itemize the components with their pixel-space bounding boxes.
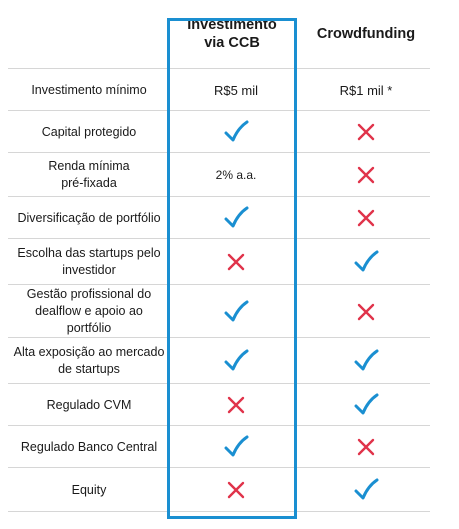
cell-crowdfunding [302, 197, 430, 239]
row-label: Equity [71, 482, 107, 497]
table-row: Escolha das startups pelo investidor [8, 238, 430, 285]
cell-crowdfunding [302, 111, 430, 153]
check-icon [223, 120, 249, 144]
header-investimento-ccb: Investimento via CCB [170, 0, 294, 68]
check-icon [223, 349, 249, 373]
table-row: Diversificação de portfólio [8, 196, 430, 239]
table-row: Alta exposição ao mercado de startups [8, 337, 430, 384]
cross-icon [357, 303, 375, 321]
check-icon [353, 250, 379, 274]
cell-crowdfunding [302, 384, 430, 426]
table-row: Regulado CVM [8, 383, 430, 426]
cell-crowdfunding [302, 153, 430, 197]
header-col1-label: Investimento via CCB [187, 17, 277, 51]
cell-investimento-ccb [170, 285, 302, 338]
cross-icon [227, 481, 245, 499]
cell-investimento-ccb [170, 111, 302, 153]
cross-icon [227, 253, 245, 271]
cell-value: R$1 mil * [339, 82, 393, 98]
highlight-column-frame [167, 18, 297, 519]
check-icon [353, 349, 379, 373]
cell-investimento-ccb [170, 197, 302, 239]
cell-investimento-ccb: 2% a.a. [170, 153, 302, 197]
row-label: Investimento mínimo [31, 82, 147, 97]
table-row: Equity [8, 467, 430, 512]
cell-crowdfunding [302, 338, 430, 384]
check-icon [223, 300, 249, 324]
check-icon [353, 478, 379, 502]
check-icon [223, 435, 249, 459]
cross-icon [227, 396, 245, 414]
table-row: Gestão profissional do dealflow e apoio … [8, 284, 430, 338]
cell-crowdfunding [302, 468, 430, 512]
row-label: Regulado CVM [46, 397, 132, 412]
check-icon [353, 393, 379, 417]
cell-crowdfunding [302, 285, 430, 338]
table-row: Regulado Banco Central [8, 425, 430, 468]
header-col2-label: Crowdfunding [316, 26, 416, 42]
cell-value: R$5 mil [213, 82, 259, 98]
table-row: Renda mínima pré-fixada 2% a.a. [8, 152, 430, 197]
table-bottom-border [8, 511, 430, 512]
row-label: Renda mínima pré-fixada [48, 159, 130, 190]
cross-icon [357, 438, 375, 456]
cross-icon [357, 209, 375, 227]
table-row: Investimento mínimo R$5 mil R$1 mil * [8, 68, 430, 111]
cell-investimento-ccb [170, 338, 302, 384]
cell-investimento-ccb: R$5 mil [170, 69, 302, 111]
cell-investimento-ccb [170, 468, 302, 512]
cross-icon [357, 166, 375, 184]
cell-investimento-ccb [170, 426, 302, 468]
cross-icon [357, 123, 375, 141]
row-label: Gestão profissional do dealflow e apoio … [26, 287, 152, 335]
table-row: Capital protegido [8, 110, 430, 153]
row-label: Regulado Banco Central [20, 439, 158, 454]
row-label: Escolha das startups pelo investidor [17, 246, 161, 277]
row-label: Capital protegido [41, 124, 137, 139]
check-icon [223, 206, 249, 230]
header-crowdfunding: Crowdfunding [302, 0, 430, 68]
cell-investimento-ccb [170, 239, 302, 285]
cell-crowdfunding: R$1 mil * [302, 69, 430, 111]
row-label: Diversificação de portfólio [17, 210, 161, 225]
cell-crowdfunding [302, 239, 430, 285]
row-label: Alta exposição ao mercado de startups [13, 345, 165, 376]
cell-investimento-ccb [170, 384, 302, 426]
cell-crowdfunding [302, 426, 430, 468]
cell-value: 2% a.a. [215, 168, 257, 182]
